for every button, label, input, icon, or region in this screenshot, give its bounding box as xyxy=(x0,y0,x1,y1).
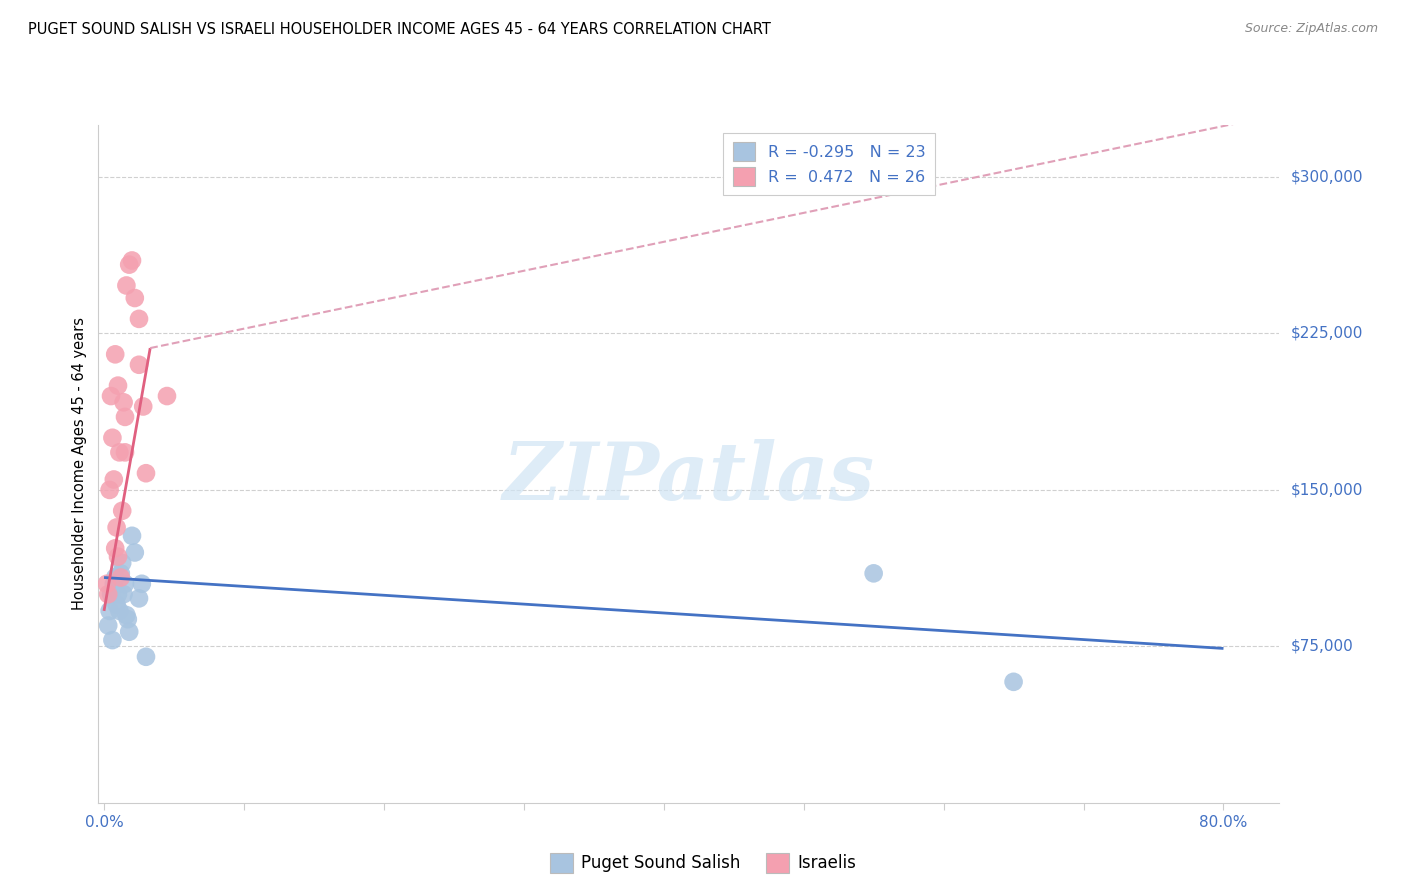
Point xyxy=(107,587,129,601)
Point xyxy=(135,467,157,481)
Point xyxy=(124,291,146,305)
Y-axis label: Householder Income Ages 45 - 64 years: Householder Income Ages 45 - 64 years xyxy=(72,318,87,610)
Point xyxy=(114,576,136,591)
Point xyxy=(111,556,134,570)
Point xyxy=(107,549,129,564)
Point xyxy=(98,483,121,497)
Point xyxy=(128,591,150,606)
Point xyxy=(105,598,128,612)
Text: $225,000: $225,000 xyxy=(1291,326,1362,341)
Point xyxy=(128,358,150,372)
Point xyxy=(111,504,134,518)
Point xyxy=(110,570,132,584)
Point xyxy=(104,570,127,584)
Point xyxy=(104,541,127,556)
Point xyxy=(135,649,157,664)
Text: $300,000: $300,000 xyxy=(1291,169,1362,185)
Point xyxy=(97,618,120,632)
Legend: Puget Sound Salish, Israelis: Puget Sound Salish, Israelis xyxy=(543,847,863,880)
Point xyxy=(132,400,155,414)
Point xyxy=(108,445,131,459)
Point xyxy=(121,529,143,543)
Point xyxy=(103,576,125,591)
Point xyxy=(121,253,143,268)
Point xyxy=(103,473,125,487)
Point xyxy=(101,431,124,445)
Text: $75,000: $75,000 xyxy=(1291,639,1354,654)
Point xyxy=(100,389,122,403)
Point xyxy=(117,612,139,626)
Point xyxy=(118,624,141,639)
Point xyxy=(862,566,884,581)
Point xyxy=(96,576,118,591)
Point xyxy=(105,520,128,534)
Point xyxy=(156,389,179,403)
Point xyxy=(115,278,138,293)
Point xyxy=(100,587,122,601)
Point xyxy=(118,258,141,272)
Point xyxy=(98,604,121,618)
Point xyxy=(114,409,136,424)
Text: Source: ZipAtlas.com: Source: ZipAtlas.com xyxy=(1244,22,1378,36)
Point xyxy=(112,587,135,601)
Point xyxy=(124,545,146,559)
Text: ZIPatlas: ZIPatlas xyxy=(503,439,875,516)
Point xyxy=(128,311,150,326)
Point xyxy=(107,378,129,392)
Point xyxy=(108,604,131,618)
Point xyxy=(110,566,132,581)
Text: PUGET SOUND SALISH VS ISRAELI HOUSEHOLDER INCOME AGES 45 - 64 YEARS CORRELATION : PUGET SOUND SALISH VS ISRAELI HOUSEHOLDE… xyxy=(28,22,770,37)
Legend: R = -0.295   N = 23, R =  0.472   N = 26: R = -0.295 N = 23, R = 0.472 N = 26 xyxy=(723,133,935,195)
Point xyxy=(114,445,136,459)
Point xyxy=(115,608,138,623)
Point xyxy=(1002,674,1025,689)
Text: $150,000: $150,000 xyxy=(1291,483,1362,498)
Point xyxy=(97,587,120,601)
Point xyxy=(101,633,124,648)
Point xyxy=(104,347,127,361)
Point xyxy=(131,576,153,591)
Point xyxy=(112,395,135,409)
